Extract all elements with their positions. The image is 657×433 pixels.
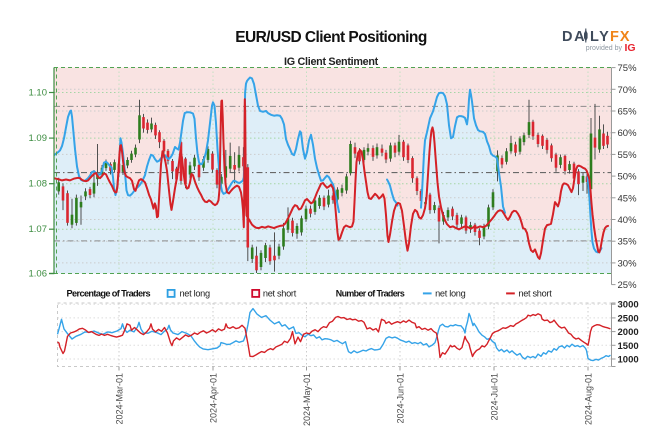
svg-text:1000: 1000 [618, 355, 639, 366]
svg-text:1.06: 1.06 [29, 269, 48, 280]
svg-text:70%: 70% [618, 85, 638, 96]
svg-text:2024-Jun-01: 2024-Jun-01 [396, 373, 406, 424]
svg-text:net long: net long [180, 289, 210, 299]
svg-text:1.08: 1.08 [29, 179, 48, 190]
svg-text:25%: 25% [618, 280, 638, 291]
svg-text:60%: 60% [618, 128, 638, 139]
svg-text:1.09: 1.09 [29, 133, 48, 144]
svg-text:IG Client Sentiment: IG Client Sentiment [284, 56, 379, 68]
svg-text:30%: 30% [618, 258, 638, 269]
svg-text:LY: LY [590, 29, 610, 45]
svg-text:EUR/USD Client Positioning: EUR/USD Client Positioning [235, 29, 427, 46]
svg-text:1.10: 1.10 [29, 88, 48, 99]
svg-text:1500: 1500 [618, 341, 639, 352]
svg-text:35%: 35% [618, 237, 638, 248]
svg-text:2024-Apr-01: 2024-Apr-01 [209, 373, 219, 423]
svg-text:2500: 2500 [618, 313, 639, 324]
svg-text:2024-Aug-01: 2024-Aug-01 [584, 373, 594, 425]
svg-text:FX: FX [610, 29, 631, 45]
svg-text:Percentage of Traders: Percentage of Traders [67, 289, 151, 299]
svg-text:40%: 40% [618, 215, 638, 226]
svg-text:50%: 50% [618, 172, 638, 183]
svg-text:55%: 55% [618, 150, 638, 161]
svg-text:IG: IG [625, 42, 636, 54]
svg-text:1.07: 1.07 [29, 224, 48, 235]
svg-text:2024-Mar-01: 2024-Mar-01 [115, 373, 125, 425]
svg-text:65%: 65% [618, 107, 638, 118]
svg-text:2024-May-01: 2024-May-01 [302, 373, 312, 426]
svg-text:net long: net long [435, 289, 465, 299]
svg-text:45%: 45% [618, 193, 638, 204]
svg-text:3000: 3000 [618, 300, 639, 311]
svg-text:net short: net short [518, 289, 552, 299]
svg-text:Number of Traders: Number of Traders [336, 289, 405, 299]
svg-text:provided by: provided by [586, 45, 623, 52]
svg-text:2024-Jul-01: 2024-Jul-01 [490, 373, 500, 421]
svg-text:75%: 75% [618, 63, 638, 74]
svg-text:DA: DA [562, 29, 586, 45]
svg-text:2000: 2000 [618, 327, 639, 338]
svg-text:net short: net short [263, 289, 297, 299]
